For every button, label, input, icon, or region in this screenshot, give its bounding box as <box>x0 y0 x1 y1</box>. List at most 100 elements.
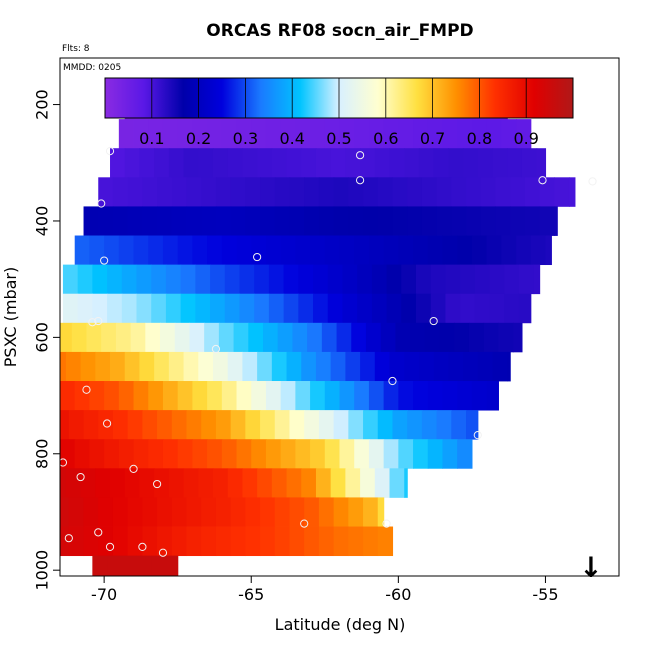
x-tick-label: -55 <box>532 585 558 604</box>
heatmap-cell <box>477 351 494 382</box>
heatmap-cell <box>424 322 441 353</box>
heatmap-cell <box>348 177 364 207</box>
heatmap-cell <box>524 177 541 207</box>
heatmap-cell <box>92 555 108 576</box>
heatmap-cell <box>171 497 188 527</box>
heatmap-cell <box>151 293 167 324</box>
heatmap-cell <box>148 381 164 411</box>
heatmap-cell <box>295 439 311 469</box>
heatmap-cell <box>315 148 332 178</box>
heatmap-cell <box>201 410 217 440</box>
heatmap-cell <box>251 235 267 266</box>
heatmap-cell <box>377 497 385 527</box>
heatmap-cell <box>274 497 291 527</box>
heatmap-cell <box>421 206 438 236</box>
flight-point <box>76 472 85 482</box>
heatmap-cell <box>392 177 408 207</box>
heatmap-cell <box>483 322 499 353</box>
heatmap-cell <box>257 148 273 178</box>
heatmap-cell <box>433 351 449 382</box>
heatmap-cell <box>212 148 229 178</box>
heatmap-cell <box>139 351 155 382</box>
heatmap-cell <box>466 177 482 207</box>
heatmap-cell <box>60 381 61 411</box>
heatmap-cell <box>374 468 391 498</box>
heatmap-cell <box>342 264 358 295</box>
heatmap-cell <box>324 439 341 469</box>
heatmap-cell <box>289 526 305 557</box>
heatmap-cell <box>377 177 394 207</box>
heatmap-cell <box>489 293 505 324</box>
heatmap-cell <box>289 206 305 236</box>
heatmap-cell <box>286 351 302 382</box>
heatmap-cell <box>168 148 185 178</box>
heatmap-cell <box>39 410 54 440</box>
heatmap-cell <box>298 264 314 295</box>
heatmap-cell <box>380 322 396 353</box>
heatmap-cell <box>501 235 517 266</box>
heatmap-cell <box>374 148 391 178</box>
heatmap-cell <box>280 439 296 469</box>
heatmap-cell <box>295 381 311 411</box>
heatmap-cell <box>107 555 123 576</box>
heatmap-cell <box>321 322 338 353</box>
heatmap-cell <box>260 497 276 527</box>
heatmap-cell <box>427 439 444 469</box>
y-tick-label: 400 <box>33 206 52 237</box>
heatmap-cell <box>460 264 476 295</box>
heatmap-cell <box>242 351 258 382</box>
heatmap-cell <box>98 177 114 207</box>
heatmap-cell <box>504 264 520 295</box>
heatmap-cell <box>77 293 93 324</box>
heatmap-cell <box>118 235 135 266</box>
heatmap-cell <box>263 322 279 353</box>
heatmap-cell <box>142 497 158 527</box>
heatmap-cell <box>98 206 114 236</box>
heatmap-cell <box>363 526 379 557</box>
heatmap-cell <box>118 439 135 469</box>
heatmap-cell <box>260 526 276 557</box>
heatmap-cell <box>286 468 302 498</box>
heatmap-cell <box>118 119 135 149</box>
heatmap-cell <box>142 206 158 236</box>
heatmap-cell <box>107 293 123 324</box>
heatmap-cell <box>536 148 547 178</box>
heatmap-cell <box>457 381 473 411</box>
heatmap-cell <box>466 206 482 236</box>
heatmap-cell <box>368 235 385 266</box>
heatmap-cell <box>68 410 85 440</box>
heatmap-cell <box>463 148 479 178</box>
heatmap-cell <box>304 497 320 527</box>
heatmap-cell <box>389 468 405 498</box>
heatmap-cell <box>110 148 126 178</box>
heatmap-cell <box>236 381 252 411</box>
heatmap-cell <box>421 410 438 440</box>
heatmap-cell <box>277 322 294 353</box>
y-axis-label: PSXC (mbar) <box>1 267 20 367</box>
heatmap-cell <box>251 119 267 149</box>
heatmap-cell <box>95 351 111 382</box>
heatmap-cell <box>133 119 149 149</box>
heatmap-cell <box>360 468 376 498</box>
heatmap-cell <box>198 148 214 178</box>
heatmap-cell <box>413 381 429 411</box>
heatmap-cell <box>215 526 232 557</box>
heatmap-cell <box>330 351 346 382</box>
flight-point <box>138 542 147 552</box>
heatmap-cell <box>480 177 497 207</box>
heatmap-cell <box>265 235 282 266</box>
heatmap-cell <box>510 206 526 236</box>
heatmap-cell <box>521 148 538 178</box>
x-tick-label: -70 <box>91 585 117 604</box>
heatmap-cell <box>501 119 517 149</box>
heatmap-cell <box>242 468 258 498</box>
heatmap-band <box>118 119 532 149</box>
plot-frame <box>59 57 620 577</box>
colorbar-tick-label: 0.9 <box>513 129 538 148</box>
heatmap-cell <box>507 351 511 382</box>
heatmap-cell <box>383 439 399 469</box>
heatmap-cell <box>274 206 291 236</box>
colorbar-ticks: 0.1 0.2 0.3 0.4 0.5 0.6 0.7 0.8 0.9 <box>139 78 539 148</box>
heatmap-cell <box>221 119 238 149</box>
heatmap-cell <box>83 526 99 557</box>
